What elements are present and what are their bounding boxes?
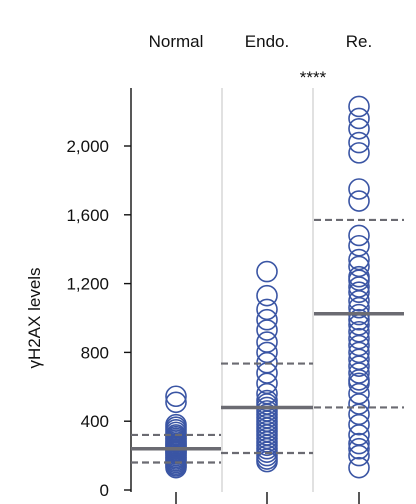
y-tick-label: 1,600 <box>66 206 109 225</box>
data-point <box>256 260 278 283</box>
data-point <box>348 432 370 455</box>
y-tick-label: 800 <box>81 343 109 362</box>
data-point <box>348 289 370 312</box>
data-point <box>348 281 370 304</box>
data-point <box>348 296 370 319</box>
data-point <box>256 308 278 331</box>
data-point <box>348 118 370 140</box>
data-point <box>348 444 370 467</box>
data-point <box>348 190 370 212</box>
data-point <box>348 224 370 247</box>
significance-label: **** <box>300 68 327 87</box>
y-tick-label: 0 <box>100 481 109 500</box>
data-point <box>348 437 370 460</box>
data-point <box>348 142 370 164</box>
data-point <box>348 107 370 130</box>
y-tick-label: 2,000 <box>66 137 109 156</box>
data-point <box>165 385 187 408</box>
data-point <box>348 178 370 200</box>
data-point <box>348 355 370 377</box>
data-point <box>256 450 278 473</box>
group-label: Re. <box>346 32 372 51</box>
data-point <box>256 284 278 307</box>
group-label: Normal <box>149 32 204 51</box>
data-point <box>165 456 187 479</box>
data-point <box>165 391 187 414</box>
data-point <box>348 131 370 154</box>
y-tick-label: 1,200 <box>66 275 109 294</box>
group-label: Endo. <box>245 32 289 51</box>
y-axis-label: γH2AX levels <box>25 267 44 368</box>
data-point <box>348 456 370 479</box>
data-point <box>348 413 370 436</box>
data-point <box>348 308 370 331</box>
data-point <box>256 319 278 341</box>
y-tick-label: 400 <box>81 412 109 431</box>
data-point <box>348 95 370 118</box>
